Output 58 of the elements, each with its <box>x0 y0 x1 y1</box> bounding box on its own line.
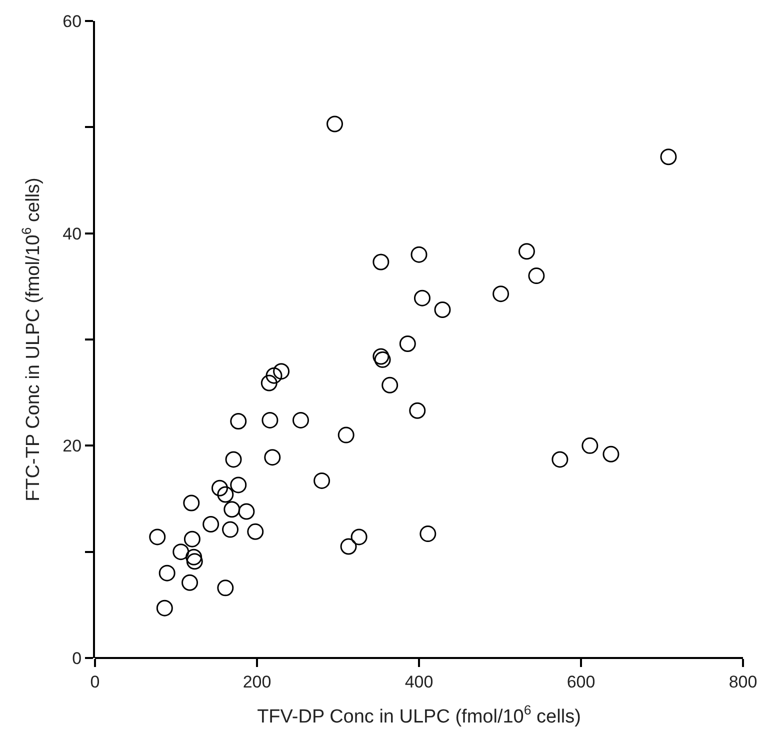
point <box>372 254 390 270</box>
point <box>182 574 198 591</box>
point <box>340 538 357 555</box>
point <box>434 302 451 318</box>
x-tick-label: 200 <box>242 672 272 692</box>
point <box>492 286 510 302</box>
point <box>184 530 200 548</box>
point <box>230 476 247 494</box>
point <box>149 528 166 546</box>
point <box>186 548 202 566</box>
point <box>528 268 545 284</box>
point <box>382 376 398 394</box>
point <box>660 148 677 166</box>
point <box>409 402 426 419</box>
y-tick-label: 20 <box>62 436 82 456</box>
point <box>414 290 430 306</box>
point <box>225 451 242 468</box>
point <box>264 449 281 466</box>
point <box>224 501 240 518</box>
point <box>350 528 368 546</box>
point <box>238 503 255 520</box>
x-tick-label: 400 <box>404 672 434 692</box>
point <box>262 412 278 428</box>
point <box>222 521 239 538</box>
point <box>202 516 220 532</box>
point <box>183 494 200 512</box>
point <box>266 367 282 384</box>
x-tick-label: 600 <box>566 672 596 692</box>
point <box>374 351 391 368</box>
x-tick-label: 0 <box>90 672 100 692</box>
point <box>211 480 228 496</box>
point <box>372 348 390 365</box>
x-axis-title: TFV-DP Conc in ULPC (fmol/10$^{6}$ cells) <box>257 702 581 728</box>
point <box>292 412 309 428</box>
point <box>217 486 234 503</box>
point <box>156 600 173 616</box>
point <box>186 553 203 570</box>
x-tick-label: 800 <box>728 672 758 692</box>
point <box>314 472 330 489</box>
point <box>602 446 620 462</box>
point <box>158 564 176 582</box>
point <box>273 363 290 380</box>
point <box>410 246 428 263</box>
y-tick-label: 40 <box>62 224 82 244</box>
point <box>338 426 354 444</box>
point <box>399 336 416 352</box>
point <box>326 116 344 132</box>
point <box>582 437 598 454</box>
y-tick-label: 0 <box>72 648 82 668</box>
point <box>420 526 436 542</box>
point <box>230 413 247 430</box>
point <box>518 243 535 260</box>
point <box>260 374 278 392</box>
point <box>217 580 234 596</box>
y-tick-label: 60 <box>62 12 82 31</box>
point <box>247 523 264 540</box>
point <box>172 544 190 560</box>
point <box>552 451 568 468</box>
